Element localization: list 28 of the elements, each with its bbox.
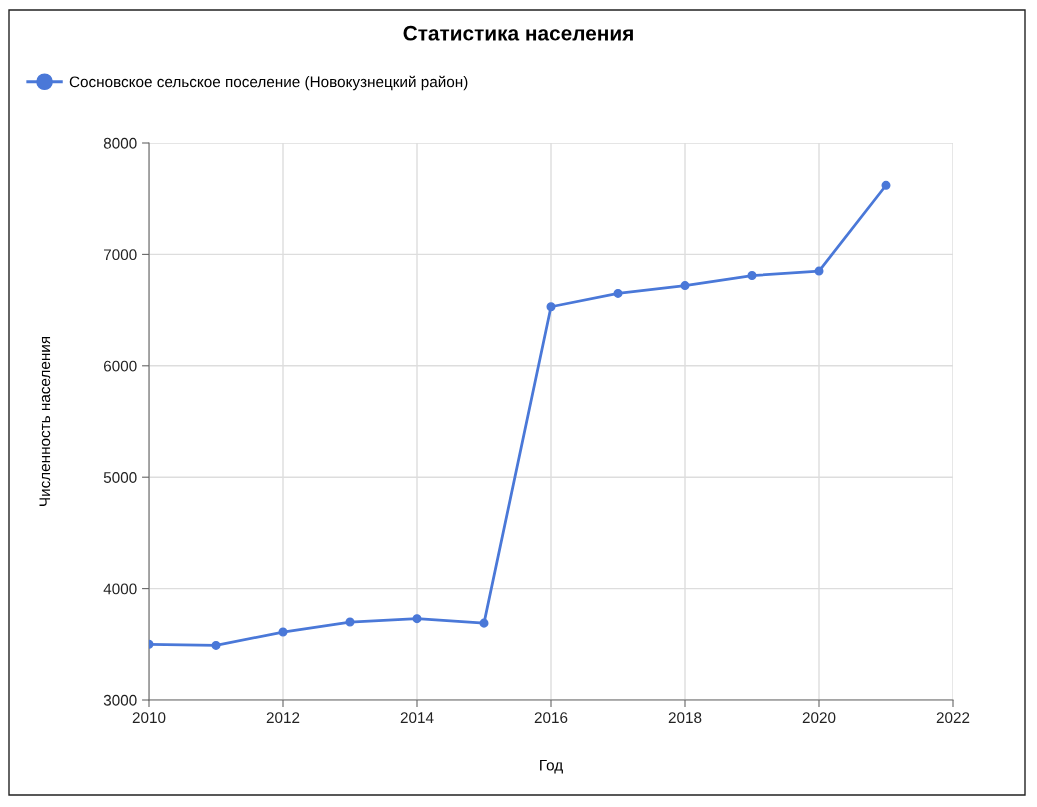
point — [881, 180, 891, 190]
point — [546, 302, 556, 312]
point — [680, 281, 690, 291]
point — [747, 271, 757, 281]
x-tick-label: 2010 — [132, 712, 166, 724]
y-tick-label: 7000 — [103, 249, 137, 261]
x-tick-label: 2018 — [668, 712, 702, 724]
x-axis-title: Год — [540, 759, 563, 774]
x-tick-label: 2014 — [400, 712, 434, 724]
point — [412, 614, 422, 624]
x-tick-label: 2012 — [266, 712, 300, 724]
point — [278, 627, 288, 637]
y-tick-label: 6000 — [103, 360, 137, 372]
point — [613, 288, 623, 298]
point — [814, 266, 824, 276]
chart-title: Статистика населения — [403, 25, 633, 41]
x-tick-label: 2016 — [534, 712, 568, 724]
x-tick-label: 2020 — [802, 712, 836, 724]
y-axis-title: Численность населения — [39, 336, 51, 506]
point — [479, 618, 489, 628]
x-tick-label: 2022 — [936, 712, 970, 724]
y-tick-label: 8000 — [103, 137, 137, 149]
y-tick-label: 4000 — [103, 583, 137, 595]
y-tick-label: 3000 — [103, 694, 137, 706]
legend-label: Сосновское сельское поселение (Новокузнецкий район) — [69, 75, 468, 91]
y-tick-label: 5000 — [103, 472, 137, 483]
point — [345, 617, 355, 627]
point — [211, 640, 221, 650]
